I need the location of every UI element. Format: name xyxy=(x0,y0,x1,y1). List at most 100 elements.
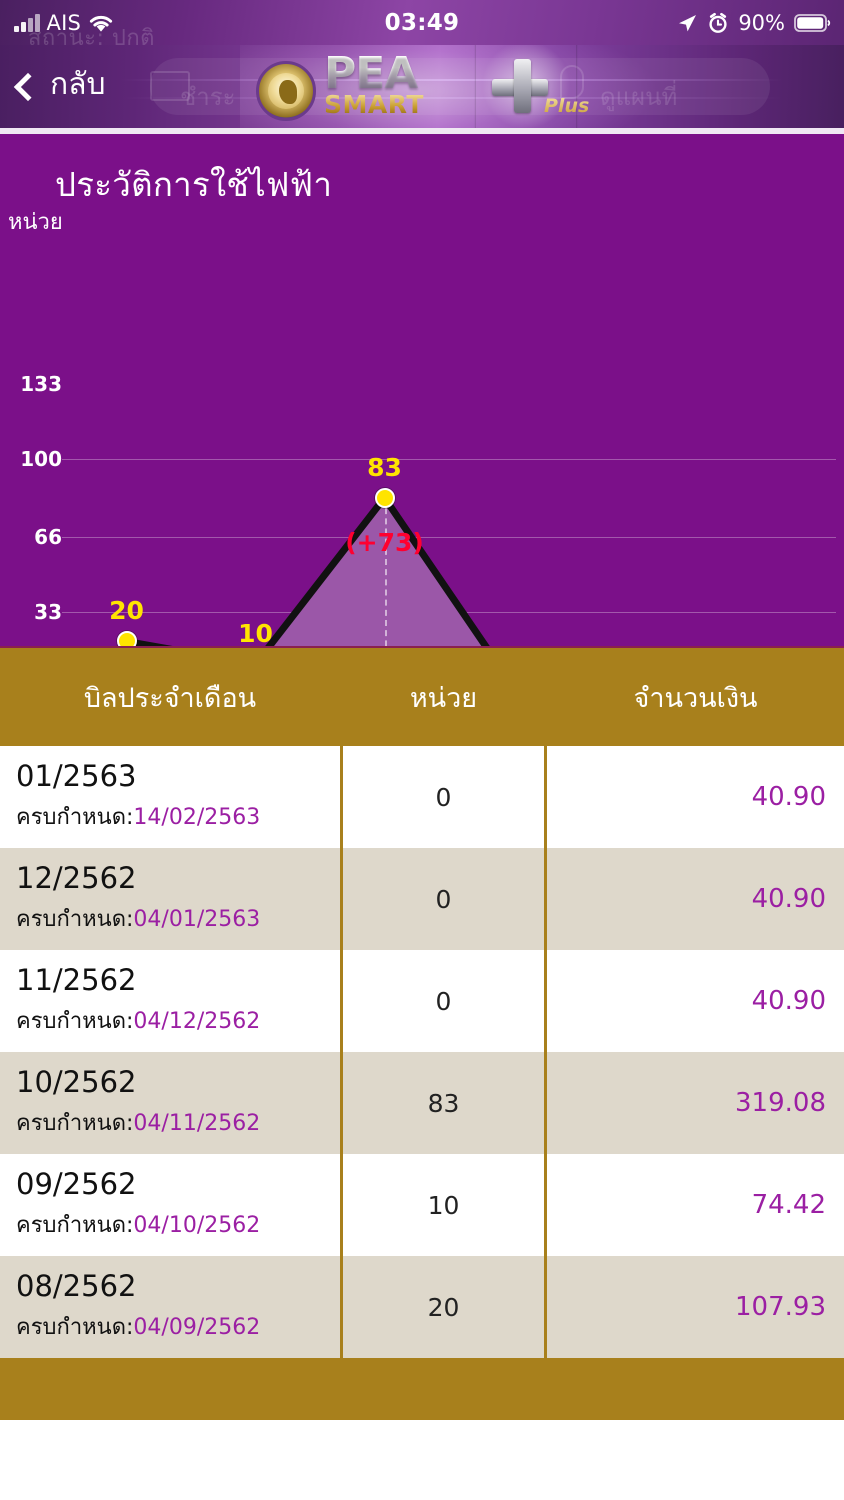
status-bar: สถานะ: ปกติ AIS 03:49 90% xyxy=(0,0,844,45)
status-bar-right: 90% xyxy=(676,0,832,45)
cell-amount: 107.93 xyxy=(547,1256,844,1358)
location-arrow-icon xyxy=(679,14,697,31)
bill-due-date: ครบกำหนด:14/02/2563 xyxy=(16,799,340,834)
plus-symbol-icon xyxy=(476,45,576,128)
cell-amount: 40.90 xyxy=(547,746,844,848)
table-row[interactable]: 10/2562 ครบกำหนด:04/11/2562 83 319.08 xyxy=(0,1052,844,1154)
status-bar-left: AIS xyxy=(14,0,114,45)
cell-month: 11/2562 ครบกำหนด:04/12/2562 xyxy=(0,950,340,1052)
due-date-value: 04/12/2562 xyxy=(133,1009,261,1035)
due-label: ครบกำหนด: xyxy=(16,907,134,933)
carrier-label: AIS xyxy=(46,10,81,35)
due-label: ครบกำหนด: xyxy=(16,805,134,831)
cell-unit: 0 xyxy=(340,746,547,848)
bill-amount-value: 107.93 xyxy=(735,1292,826,1322)
wifi-icon xyxy=(89,15,113,32)
due-label: ครบกำหนด: xyxy=(16,1111,134,1137)
due-date-value: 04/10/2562 xyxy=(133,1213,261,1239)
chart-point-value: 10 xyxy=(238,619,273,646)
column-header-amount: จำนวนเงิน xyxy=(633,682,758,714)
table-row[interactable]: 08/2562 ครบกำหนด:04/09/2562 20 107.93 xyxy=(0,1256,844,1358)
column-header-unit: หน่วย xyxy=(409,682,478,714)
y-axis-tick: 33 xyxy=(34,599,62,624)
bill-table-body: 01/2563 ครบกำหนด:14/02/2563 0 40.90 12/2562 ค… xyxy=(0,746,844,1358)
due-date-value: 14/02/2563 xyxy=(133,805,261,831)
due-date-value: 04/01/2563 xyxy=(133,907,261,933)
table-footer-bar xyxy=(0,1358,844,1420)
cell-unit: 10 xyxy=(340,1154,547,1256)
cell-month: 08/2562 ครบกำหนด:04/09/2562 xyxy=(0,1256,340,1358)
bill-unit-value: 83 xyxy=(427,1088,460,1118)
nav-bar: ชำระ ดูแผนที่ กลับ PEA SMART Plus xyxy=(0,45,844,128)
table-row[interactable]: 12/2562 ครบกำหนด:04/01/2563 0 40.90 xyxy=(0,848,844,950)
chart-data-point[interactable] xyxy=(116,631,137,646)
bill-month: 11/2562 xyxy=(16,962,137,997)
chevron-left-icon xyxy=(13,72,43,101)
column-header-month: บิลประจำเดือน xyxy=(83,682,257,714)
bill-unit-value: 10 xyxy=(427,1190,460,1220)
bill-amount-value: 319.08 xyxy=(735,1088,826,1118)
due-date-value: 04/11/2562 xyxy=(133,1111,261,1137)
bill-month: 09/2562 xyxy=(16,1166,137,1201)
nav-pill-background xyxy=(150,58,770,115)
ghost-status-text: สถานะ: ปกติ xyxy=(28,26,155,45)
battery-percent-label: 90% xyxy=(738,10,785,35)
ghost-bill-icon xyxy=(150,71,190,101)
nav-light-streak xyxy=(120,79,784,81)
clock-label: 03:49 xyxy=(384,9,460,36)
bill-table-header: บิลประจำเดือน หน่วย จำนวนเงิน xyxy=(0,646,844,746)
y-axis-tick: 133 xyxy=(20,371,62,396)
chart-point-value: 83 xyxy=(367,452,402,482)
chart-data-point[interactable] xyxy=(374,487,395,508)
ghost-pay-label: ชำระ xyxy=(180,83,236,111)
nav-light-streak-2 xyxy=(120,97,784,99)
bill-amount-value: 40.90 xyxy=(751,986,826,1016)
bill-unit-value: 0 xyxy=(435,986,452,1016)
ghost-map-label: ดูแผนที่ xyxy=(600,83,678,111)
y-axis-ticks: 03366100133 xyxy=(0,134,62,646)
bill-due-date: ครบกำหนด:04/09/2562 xyxy=(16,1309,340,1344)
logo-main-text: PEA xyxy=(324,52,424,96)
status-bar-center: 03:49 xyxy=(0,0,844,45)
cell-amount: 40.90 xyxy=(547,848,844,950)
due-label: ครบกำหนด: xyxy=(16,1009,134,1035)
bill-due-date: ครบกำหนด:04/10/2562 xyxy=(16,1207,340,1242)
chart-point-value: 0 xyxy=(505,642,522,646)
bill-month: 12/2562 xyxy=(16,860,137,895)
bill-due-date: ครบกำหนด:04/01/2563 xyxy=(16,901,340,936)
table-row[interactable]: 09/2562 ครบกำหนด:04/10/2562 10 74.42 xyxy=(0,1154,844,1256)
logo-plus-word: Plus xyxy=(544,95,590,117)
cell-unit: 83 xyxy=(340,1052,547,1154)
table-row[interactable]: 11/2562 ครบกำหนด:04/12/2562 0 40.90 xyxy=(0,950,844,1052)
usage-history-chart: ประวัติการใช้ไฟฟ้า หน่วย 03366100133 20(… xyxy=(0,134,844,646)
battery-icon xyxy=(794,13,831,32)
table-row[interactable]: 01/2563 ครบกำหนด:14/02/2563 0 40.90 xyxy=(0,746,844,848)
cell-amount: 40.90 xyxy=(547,950,844,1052)
cell-unit: 0 xyxy=(340,950,547,1052)
back-button[interactable]: กลับ xyxy=(13,45,106,128)
bill-unit-value: 0 xyxy=(435,782,452,812)
bill-unit-value: 20 xyxy=(427,1292,460,1322)
y-axis-tick: 66 xyxy=(34,524,62,549)
bill-month: 01/2563 xyxy=(16,758,137,793)
bill-due-date: ครบกำหนด:04/11/2562 xyxy=(16,1105,340,1140)
nav-separator xyxy=(0,128,844,134)
cell-unit: 0 xyxy=(340,848,547,950)
bill-amount-value: 74.42 xyxy=(751,1190,826,1220)
due-date-value: 04/09/2562 xyxy=(133,1315,261,1341)
due-label: ครบกำหนด: xyxy=(16,1213,134,1239)
pea-smart-plus-logo: PEA SMART Plus xyxy=(256,45,590,128)
alarm-clock-icon xyxy=(709,12,727,33)
chart-line xyxy=(125,494,490,646)
back-button-label: กลับ xyxy=(50,66,106,102)
chart-point-delta: (+73) xyxy=(345,527,424,557)
chart-point-value: 0 xyxy=(763,642,780,646)
cell-amount: 319.08 xyxy=(547,1052,844,1154)
bill-month: 08/2562 xyxy=(16,1268,137,1303)
bill-amount-value: 40.90 xyxy=(751,884,826,914)
signal-bars-icon xyxy=(14,13,40,32)
cell-month: 10/2562 ครบกำหนด:04/11/2562 xyxy=(0,1052,340,1154)
chart-point-value: 20 xyxy=(109,596,144,626)
chart-point-value: 0 xyxy=(634,642,651,646)
